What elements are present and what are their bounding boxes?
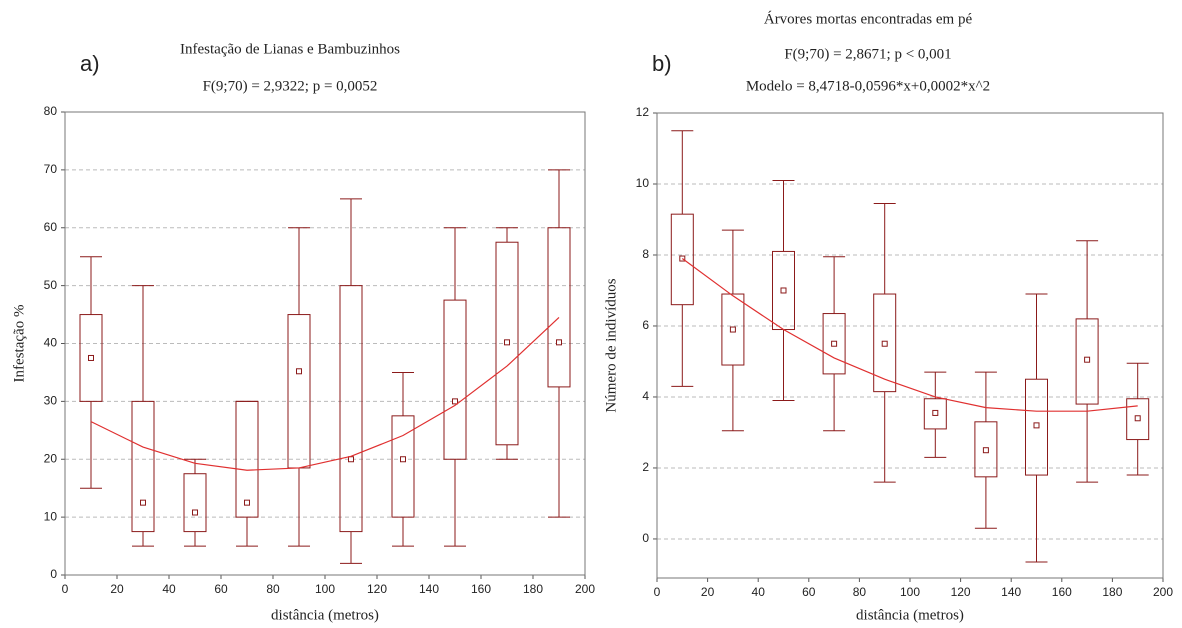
- center-marker: [1033, 422, 1040, 429]
- box: [822, 313, 846, 375]
- panel-label: a): [80, 51, 100, 76]
- x-tick-label: 200: [575, 582, 595, 596]
- box: [287, 314, 311, 469]
- x-tick-label: 120: [951, 585, 971, 599]
- plot-frame: [64, 111, 586, 576]
- x-tick-label: 120: [367, 582, 387, 596]
- chart-title: F(9;70) = 2,8671; p < 0,001: [784, 46, 951, 62]
- y-tick-label: 30: [44, 394, 58, 408]
- box: [131, 400, 155, 533]
- center-marker: [831, 340, 838, 347]
- box: [1075, 318, 1099, 405]
- x-tick-label: 20: [110, 582, 124, 596]
- y-tick-label: 0: [50, 567, 57, 581]
- x-axis-label: distância (metros): [856, 607, 964, 623]
- center-marker: [780, 287, 787, 294]
- box: [443, 299, 467, 460]
- y-tick-label: 80: [44, 104, 58, 118]
- box: [183, 473, 207, 533]
- center-marker: [400, 456, 406, 463]
- center-marker: [1084, 356, 1091, 363]
- x-tick-label: 100: [315, 582, 335, 596]
- y-tick-label: 40: [44, 336, 58, 350]
- x-axis-label: distância (metros): [271, 607, 379, 623]
- chart-title: Infestação de Lianas e Bambuzinhos: [180, 41, 400, 57]
- center-marker: [881, 340, 888, 347]
- center-marker: [140, 499, 146, 506]
- plot-frame: [656, 112, 1164, 579]
- y-tick-label: 2: [642, 460, 649, 474]
- box: [923, 398, 947, 430]
- center-marker: [452, 398, 458, 405]
- x-tick-label: 160: [1052, 585, 1072, 599]
- chart-title: F(9;70) = 2,9322; p = 0,0052: [203, 78, 378, 94]
- center-marker: [1134, 415, 1141, 422]
- x-tick-label: 200: [1153, 585, 1173, 599]
- center-marker: [296, 368, 302, 375]
- x-tick-label: 40: [162, 582, 176, 596]
- x-tick-label: 60: [214, 582, 228, 596]
- box: [339, 285, 363, 533]
- chart-title: Árvores mortas encontradas em pé: [764, 10, 973, 27]
- y-tick-label: 20: [44, 451, 58, 465]
- box: [1025, 378, 1048, 476]
- box: [721, 293, 745, 366]
- box: [495, 241, 519, 446]
- x-tick-label: 20: [701, 585, 715, 599]
- center-marker: [244, 499, 250, 506]
- panel-label: b): [652, 51, 672, 76]
- y-tick-label: 10: [636, 176, 650, 190]
- y-tick-label: 0: [642, 531, 649, 545]
- box: [547, 227, 571, 388]
- box: [391, 415, 415, 518]
- x-tick-label: 80: [266, 582, 280, 596]
- y-tick-label: 8: [642, 247, 649, 261]
- center-marker: [88, 354, 94, 361]
- x-tick-label: 140: [1001, 585, 1021, 599]
- y-axis-label: Infestação %: [11, 305, 27, 383]
- box: [1126, 398, 1150, 441]
- y-tick-label: 50: [44, 278, 58, 292]
- center-marker: [192, 509, 198, 516]
- box: [235, 400, 259, 518]
- center-marker: [729, 326, 736, 333]
- center-marker: [504, 339, 510, 346]
- x-tick-label: 60: [802, 585, 816, 599]
- center-marker: [348, 456, 354, 463]
- x-tick-label: 180: [523, 582, 543, 596]
- y-tick-label: 12: [636, 105, 650, 119]
- y-tick-label: 6: [642, 318, 649, 332]
- center-marker: [982, 447, 989, 454]
- x-tick-label: 180: [1102, 585, 1122, 599]
- x-tick-label: 0: [62, 582, 69, 596]
- center-marker: [556, 339, 562, 346]
- center-marker: [932, 409, 939, 416]
- x-tick-label: 0: [654, 585, 661, 599]
- y-tick-label: 70: [44, 162, 58, 176]
- box: [79, 314, 103, 402]
- y-tick-label: 10: [44, 509, 58, 523]
- box: [974, 421, 998, 478]
- fit-curve: [90, 317, 560, 471]
- y-tick-label: 60: [44, 220, 58, 234]
- box: [670, 213, 694, 306]
- x-tick-label: 100: [900, 585, 920, 599]
- x-tick-label: 40: [752, 585, 766, 599]
- y-tick-label: 4: [642, 389, 649, 403]
- x-tick-label: 80: [853, 585, 867, 599]
- x-tick-label: 140: [419, 582, 439, 596]
- fit-curve: [681, 258, 1138, 412]
- y-axis-label: Número de indivíduos: [603, 278, 619, 412]
- chart-title: Modelo = 8,4718-0,0596*x+0,0002*x^2: [746, 78, 990, 94]
- x-tick-label: 160: [471, 582, 491, 596]
- box: [873, 293, 897, 393]
